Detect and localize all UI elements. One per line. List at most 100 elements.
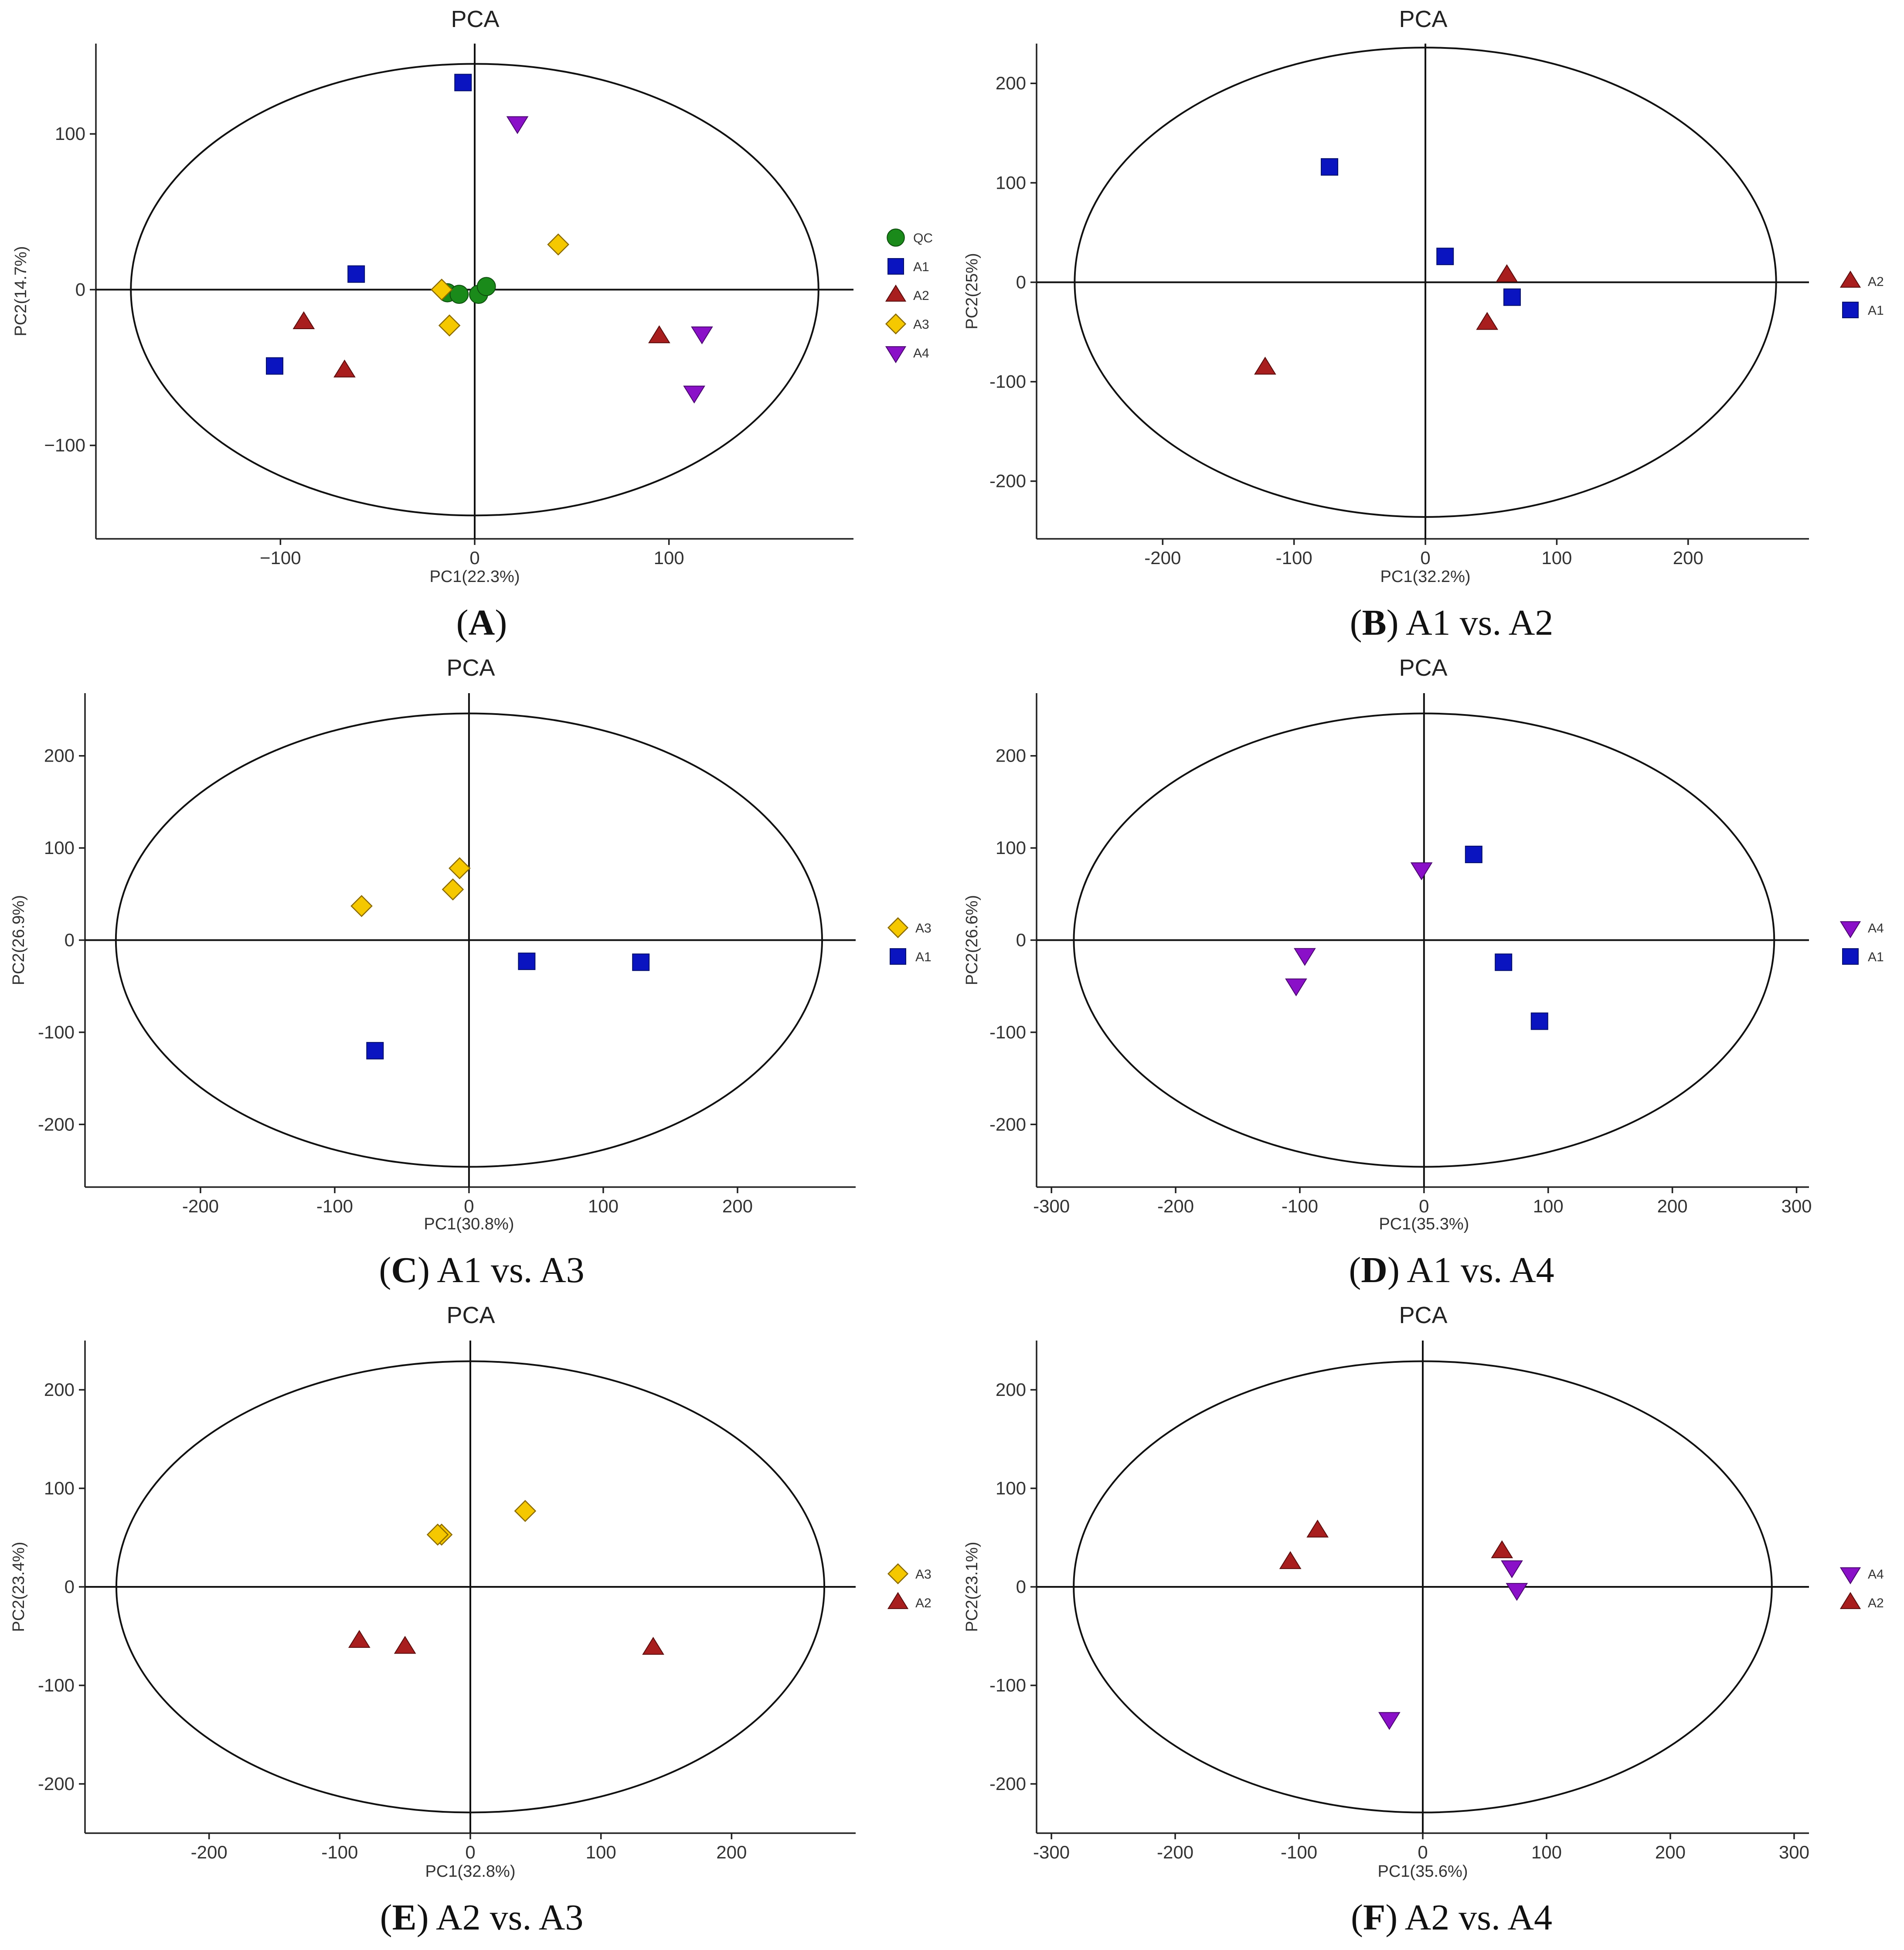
caption-letter: A	[468, 602, 495, 643]
x-tick-label: −100	[260, 548, 301, 568]
legend-label: A3	[915, 1567, 932, 1582]
x-tick-label: 300	[1779, 1842, 1809, 1862]
legend-label: A2	[915, 1596, 932, 1610]
data-point-a1	[1436, 248, 1454, 265]
legend-label: QC	[913, 231, 933, 245]
data-point-a2	[1496, 264, 1518, 282]
y-tick-label: 200	[44, 1379, 75, 1400]
y-tick-label: -200	[989, 1773, 1026, 1794]
x-axis-title: PC1(22.3%)	[430, 568, 520, 586]
legend-marker-a4	[1839, 1567, 1861, 1585]
panel-caption: (A)	[456, 602, 507, 643]
legend-marker-a3	[885, 313, 907, 335]
caption-letter: D	[1361, 1250, 1387, 1290]
y-tick-label: -200	[38, 1773, 75, 1794]
y-axis-title: PC2(26.6%)	[963, 895, 981, 985]
pca-panel-f: PCA -300 -200 -100 0 100 200 300 -200 -100 0 100 200…	[963, 1302, 1884, 1881]
y-axis-title: PC2(26.9%)	[10, 895, 28, 985]
data-point-a2	[648, 325, 670, 344]
data-point-a4	[1410, 862, 1433, 881]
x-tick-label: 100	[588, 1196, 619, 1216]
legend-marker-a3	[887, 1563, 909, 1585]
y-tick-label: -100	[989, 1022, 1026, 1042]
x-axis-title: PC1(35.3%)	[1379, 1215, 1469, 1233]
x-tick-label: 200	[716, 1842, 747, 1862]
data-point-a4	[1378, 1712, 1401, 1730]
data-point-a2	[292, 311, 315, 330]
x-tick-label: 300	[1781, 1196, 1812, 1216]
x-tick-label: -300	[1033, 1842, 1070, 1862]
caption-letter: F	[1363, 1897, 1386, 1938]
legend-label: A4	[1868, 1567, 1884, 1582]
x-tick-label: 100	[1533, 1196, 1564, 1216]
x-tick-label: -100	[321, 1842, 358, 1862]
panel-caption: (F) A2 vs. A4	[1350, 1897, 1553, 1938]
data-point-a1	[1530, 1012, 1548, 1030]
x-tick-label: -200	[182, 1196, 219, 1216]
chart-title: PCA	[446, 1302, 495, 1328]
data-point-a2	[1476, 312, 1499, 330]
data-point-a1	[265, 357, 283, 375]
x-tick-label: 200	[1655, 1842, 1686, 1862]
chart-title: PCA	[446, 655, 495, 681]
data-point-a2	[1279, 1551, 1302, 1569]
x-tick-label: 0	[1419, 1196, 1429, 1216]
legend-marker-a3	[887, 917, 909, 939]
y-tick-label: 100	[55, 123, 85, 144]
legend-label: A2	[1868, 1596, 1884, 1610]
x-tick-label: 0	[465, 1842, 475, 1862]
y-tick-label: −100	[44, 435, 85, 456]
y-axis-title: PC2(25%)	[963, 253, 981, 329]
legend-marker-a1	[890, 948, 906, 965]
data-point-a3	[430, 279, 453, 301]
legend-label: A2	[1868, 275, 1884, 289]
y-axis-title: PC2(23.4%)	[10, 1542, 28, 1632]
legend: A3 A1	[887, 917, 932, 965]
data-point-a2	[394, 1636, 416, 1654]
caption-letter: C	[391, 1250, 418, 1290]
data-point-a1	[1495, 953, 1513, 971]
legend-label: A4	[1868, 921, 1884, 936]
x-tick-label: -100	[1281, 1842, 1317, 1862]
data-point-a2	[1306, 1519, 1329, 1538]
data-point-a4	[1294, 948, 1316, 966]
y-tick-label: 200	[996, 745, 1026, 766]
data-point-a3	[547, 233, 569, 256]
legend-label: A2	[913, 289, 929, 303]
legend-marker-a1	[1842, 302, 1859, 318]
y-tick-label: -200	[989, 471, 1026, 491]
x-axis-title: PC1(35.6%)	[1378, 1862, 1468, 1881]
pca-panel-a: PCA −100 0 100 −100 0 100 PC1(22.3%) PC2(14.7%) Q…	[12, 6, 933, 586]
data-point-a4	[1285, 978, 1307, 997]
confidence-ellipse	[1073, 1360, 1773, 1814]
x-tick-label: 0	[464, 1196, 474, 1216]
legend-marker-a2	[1839, 1592, 1861, 1609]
x-tick-label: 200	[722, 1196, 753, 1216]
x-tick-label: 200	[1657, 1196, 1688, 1216]
y-tick-label: 200	[996, 1379, 1026, 1400]
data-point-a1	[1321, 158, 1339, 176]
panel-caption: (C) A1 vs. A3	[379, 1250, 585, 1290]
x-tick-label: -200	[1157, 1196, 1194, 1216]
x-tick-label: -200	[1144, 548, 1181, 568]
legend-label: A1	[1868, 303, 1884, 318]
legend-marker-a4	[885, 346, 907, 364]
x-tick-label: 100	[1541, 548, 1572, 568]
confidence-ellipse	[130, 63, 819, 517]
legend-marker-a4	[1839, 921, 1861, 939]
x-tick-label: 100	[1531, 1842, 1562, 1862]
confidence-ellipse	[1074, 47, 1777, 518]
data-point-a4	[506, 116, 529, 134]
legend: A4 A1	[1839, 921, 1884, 965]
panel-caption: (D) A1 vs. A4	[1349, 1250, 1554, 1290]
caption-letter: E	[392, 1897, 417, 1938]
legend-label: A1	[1868, 950, 1884, 964]
chart-title: PCA	[1399, 6, 1447, 32]
y-tick-label: 0	[1016, 1576, 1026, 1597]
pca-panel-b: PCA -200 -100 0 100 200 -200 -100 0 100 200 PC1(32.…	[963, 6, 1884, 586]
data-point-a2	[333, 359, 356, 378]
chart-title: PCA	[451, 6, 499, 32]
data-point-a2	[1491, 1540, 1513, 1559]
